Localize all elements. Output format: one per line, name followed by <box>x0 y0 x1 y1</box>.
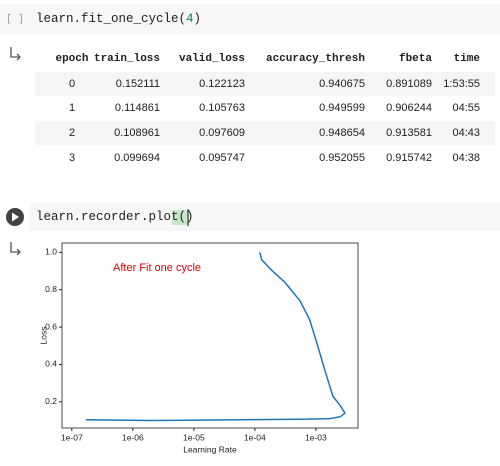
table-cell: 0.948654 <box>319 127 365 139</box>
table-cell: 1 <box>69 102 75 114</box>
code-token: ) <box>186 210 194 224</box>
table-cell: 0 <box>69 78 75 90</box>
plot-area <box>61 242 359 429</box>
table-cell: 04:38 <box>452 152 480 164</box>
output-icon <box>10 47 21 61</box>
table-cell: 3 <box>69 152 75 164</box>
table-cell: 0.949599 <box>319 102 365 114</box>
table-cell: 2 <box>69 127 75 139</box>
table-cell: 0.915742 <box>386 152 432 164</box>
table-cell: 1:53:55 <box>443 78 480 90</box>
x-axis-label: Learning Rate <box>183 444 237 454</box>
table-cell: 0.940675 <box>319 78 365 90</box>
table-cell: 0.114861 <box>115 102 160 114</box>
table-cell: 0.952055 <box>319 152 365 164</box>
table-header: epoch <box>55 53 88 65</box>
table-header: fbeta <box>399 53 432 65</box>
table-cell: 0.099694 <box>114 152 160 164</box>
y-tick-label: 0.4 <box>45 359 57 369</box>
table-header: time <box>454 53 481 65</box>
x-tick-label: 1e-07 <box>61 432 83 442</box>
table-header: train_loss <box>94 53 160 65</box>
loss-line <box>85 252 346 422</box>
code-token: learn.fit_one_cycle( <box>36 12 186 26</box>
code-token: ( <box>179 210 187 224</box>
cell-prompt: [ ] <box>6 14 24 26</box>
table-cell: 0.122123 <box>199 78 245 90</box>
chart: 0.2 0.4 0.6 0.8 1.0 1e-07 1e-06 1e-05 1e-04 1e-03… <box>38 242 359 454</box>
table-cell: 0.906244 <box>386 102 432 114</box>
x-tick-label: 1e-06 <box>122 432 144 442</box>
bracket-highlight <box>172 210 180 225</box>
code[interactable]: learn.recorder.plot() <box>36 210 194 224</box>
table-header: accuracy_thresh <box>266 53 365 65</box>
x-tick-label: 1e-05 <box>183 432 205 442</box>
bracket-highlight <box>179 210 187 225</box>
code-token: ) <box>194 12 202 26</box>
table-cell: 0.891089 <box>386 78 432 90</box>
y-tick-label: 1.0 <box>45 247 57 257</box>
table-cell: 04:55 <box>452 102 480 114</box>
x-tick-label: 1e-04 <box>244 432 266 442</box>
code-token: learn.recorder.plot <box>36 210 179 224</box>
y-axis-label: Loss <box>38 327 48 345</box>
table-row-bg <box>35 121 495 145</box>
y-tick-label: 0.8 <box>45 284 57 294</box>
table-cell: 0.913581 <box>386 127 432 139</box>
annotation: After Fit one cycle <box>113 262 201 274</box>
table-cell: 0.095747 <box>199 152 245 164</box>
code[interactable]: learn.fit_one_cycle(4) <box>36 12 201 26</box>
table-header: valid_loss <box>179 53 245 65</box>
output-icon <box>10 242 21 256</box>
code-number: 4 <box>186 12 194 26</box>
output-table: epoch train_loss valid_loss accuracy_thresh… <box>35 53 495 164</box>
code-cell-bg <box>30 203 500 231</box>
table-cell: 04:43 <box>452 127 480 139</box>
table-cell: 0.105763 <box>199 102 245 114</box>
run-icon <box>12 212 19 222</box>
table-row-bg <box>35 72 495 96</box>
code-cell-bg <box>0 4 500 34</box>
x-tick-label: 1e-03 <box>305 432 327 442</box>
table-cell: 0.097609 <box>199 127 245 139</box>
y-tick-label: 0.2 <box>45 396 57 406</box>
table-cell: 0.152111 <box>116 78 160 90</box>
y-tick-label: 0.6 <box>45 321 57 331</box>
table-cell: 0.108961 <box>114 127 160 139</box>
